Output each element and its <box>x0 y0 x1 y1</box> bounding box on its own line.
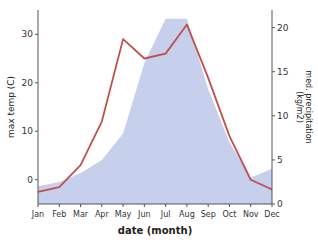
x-tick-label: Feb <box>52 210 66 219</box>
x-tick <box>165 204 166 207</box>
y-tick <box>35 34 38 35</box>
x-tick-label: Nov <box>243 210 259 219</box>
x-axis-line <box>38 204 272 205</box>
y-tick-label: 20 <box>22 78 34 88</box>
y-tick <box>35 179 38 180</box>
y2-tick-label: 15 <box>277 67 288 77</box>
chart: 0 10 20 30 0 5 10 15 20 Jan Feb Mar Apr May Jun Jul Aug S… <box>0 0 318 242</box>
x-tick-label: Jul <box>160 210 171 219</box>
x-tick <box>250 204 251 207</box>
x-tick-label: Apr <box>95 210 110 219</box>
x-tick <box>186 204 187 207</box>
y-axis-line <box>38 10 39 204</box>
x-tick <box>101 204 102 207</box>
y2-axis-label-line: med. precipitation <box>304 70 313 143</box>
x-tick <box>229 204 230 207</box>
x-tick-label: Oct <box>223 210 237 219</box>
temp-line <box>38 25 272 192</box>
x-tick-label: Jan <box>31 210 44 219</box>
x-tick-label: Mar <box>73 210 89 219</box>
y-axis-label: max temp (C) <box>6 76 16 138</box>
x-tick <box>123 204 124 207</box>
x-tick <box>38 204 39 207</box>
y-tick <box>35 131 38 132</box>
precip-area <box>38 19 272 204</box>
y2-tick-label: 10 <box>277 111 289 121</box>
y2-tick-label: 20 <box>277 23 289 33</box>
x-tick-label: Aug <box>179 210 195 219</box>
y2-tick <box>272 159 275 160</box>
x-tick <box>80 204 81 207</box>
y2-axis-label: med. precipitation(kg/m2) <box>295 70 314 143</box>
plot-area <box>38 19 272 204</box>
y-tick-label: 30 <box>22 29 34 39</box>
y-tick-label: 10 <box>22 126 34 136</box>
x-tick <box>144 204 145 207</box>
y2-tick <box>272 71 275 72</box>
y2-tick <box>272 27 275 28</box>
x-tick <box>272 204 273 207</box>
x-axis-label: date (month) <box>118 225 192 236</box>
y2-axis-label-line: (kg/m2) <box>295 91 304 123</box>
x-tick-label: Dec <box>264 210 279 219</box>
x-tick <box>59 204 60 207</box>
x-tick-label: Sep <box>201 210 216 219</box>
x-tick <box>208 204 209 207</box>
y2-tick-label: 0 <box>277 199 283 209</box>
y2-tick <box>272 115 275 116</box>
y-tick-label: 0 <box>27 175 33 185</box>
y-tick <box>35 82 38 83</box>
y2-axis-line <box>272 10 273 204</box>
y2-tick-label: 5 <box>277 155 283 165</box>
x-tick-label: Jun <box>137 210 151 219</box>
x-tick-label: May <box>115 210 132 219</box>
